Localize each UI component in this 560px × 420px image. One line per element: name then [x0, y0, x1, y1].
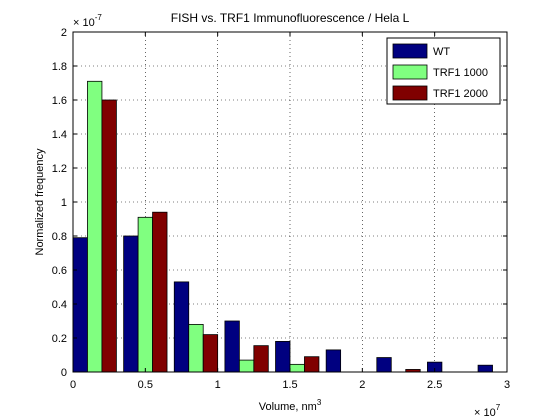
bar-trf1-2000: [202, 334, 219, 373]
x-axis-label-superscript: 3: [317, 398, 322, 407]
y-tick-label: 0.6: [52, 265, 67, 277]
bar-trf1-1000: [87, 80, 103, 373]
y-tick-label: 1: [61, 197, 67, 209]
y-axis-label: Normalized frequency: [34, 148, 46, 255]
x-axis-label: Volume, nm3: [259, 398, 322, 413]
y-tick-label: 1.6: [52, 95, 67, 107]
y-axis-exponent: × 10-7: [73, 13, 102, 29]
bar-trf1-2000: [101, 99, 117, 373]
x-exponent-power: 7: [496, 403, 501, 412]
y-tick-label: 0: [61, 367, 67, 379]
x-tick-label: 1.5: [282, 379, 297, 391]
bar-trf1-2000: [253, 345, 269, 373]
y-tick-label: 2: [61, 27, 67, 39]
bar-trf1-2000: [304, 356, 320, 373]
bar-wt: [173, 281, 190, 373]
legend-label: WT: [433, 46, 450, 58]
y-exponent-base: × 10: [73, 17, 95, 29]
x-exponent-base: × 10: [474, 407, 496, 419]
bar-wt: [224, 320, 240, 373]
legend: WT TRF1 1000 TRF1 2000: [386, 37, 501, 105]
legend-swatch: [392, 85, 428, 101]
x-tick-label: 0.5: [138, 379, 153, 391]
axis-ticks: 0 0.5 1 1.5 2 2.5 3 0 0.2 0.4 0.6 0.8 1 1.2 1.4 1.6 1.8 2: [52, 27, 510, 391]
x-tick-label: 2: [359, 379, 365, 391]
bar-trf1-1000: [188, 323, 204, 373]
bar-trf1-2000: [152, 211, 168, 373]
bar-wt: [72, 237, 88, 373]
x-tick-label: 3: [504, 379, 510, 391]
x-tick-label: 2.5: [427, 379, 442, 391]
y-tick-label: 0.2: [52, 333, 67, 345]
bar-trf1-1000: [238, 359, 255, 373]
x-tick-label: 1: [215, 379, 221, 391]
bar-trf1-1000: [289, 363, 305, 373]
bar-wt: [477, 364, 493, 373]
y-tick-label: 1.4: [52, 129, 67, 141]
chart-title: FISH vs. TRF1 Immunofluorescence / Hela …: [171, 11, 410, 25]
bars: [72, 80, 493, 373]
bar-wt: [376, 357, 392, 373]
bar-wt: [325, 349, 342, 373]
bar-wt: [275, 340, 291, 373]
legend-label: TRF1 2000: [433, 88, 488, 100]
y-tick-label: 0.4: [52, 299, 67, 311]
legend-swatch: [392, 43, 428, 59]
bar-wt: [123, 235, 139, 373]
legend-swatch: [392, 64, 428, 80]
x-tick-label: 0: [70, 379, 76, 391]
bar-trf1-1000: [137, 216, 153, 373]
y-tick-label: 1.2: [52, 163, 67, 175]
y-tick-label: 0.8: [52, 231, 67, 243]
legend-label: TRF1 1000: [433, 67, 488, 79]
y-exponent-power: -7: [95, 13, 103, 22]
x-axis-label-main: Volume, nm: [259, 401, 317, 413]
y-tick-label: 1.8: [52, 61, 67, 73]
x-axis-exponent: × 107: [474, 403, 501, 419]
